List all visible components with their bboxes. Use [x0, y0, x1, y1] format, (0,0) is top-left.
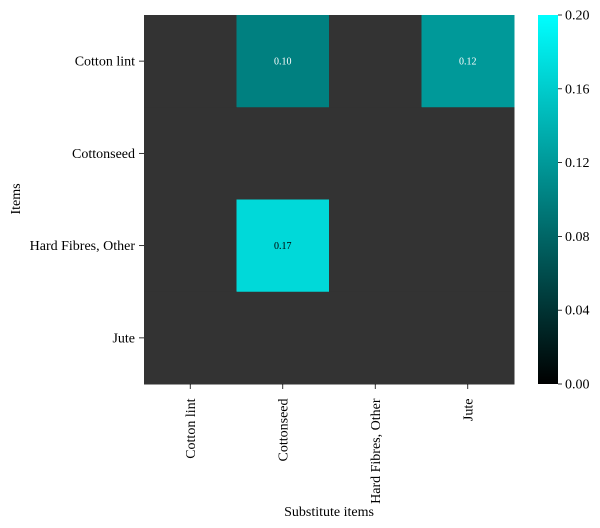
heatmap-cell: [236, 199, 330, 293]
colorbar-tick-label: 0.12: [565, 156, 590, 171]
y-tick-label: Cotton lint: [75, 55, 135, 70]
heatmap-cell: [421, 15, 515, 108]
x-tick-label: Cotton lint: [184, 398, 199, 458]
colorbar: 0.00 0.04 0.08 0.12 0.16 0.20: [538, 9, 590, 393]
cell-value-label: 0.17: [274, 241, 292, 252]
heatmap-cell-empty: [329, 291, 422, 385]
heatmap-cell-empty: [329, 15, 422, 108]
heatmap-cell-empty: [144, 199, 237, 293]
y-tick-label: Jute: [112, 331, 135, 346]
heatmap-cell-empty: [144, 107, 237, 200]
heatmap-cell-empty: [236, 107, 330, 200]
heatmap-cell-empty: [421, 107, 515, 200]
heatmap-cell-empty: [329, 107, 422, 200]
y-tick-label: Cottonseed: [72, 147, 135, 162]
y-axis: Cotton lint Cottonseed Hard Fibres, Other J…: [30, 55, 144, 346]
colorbar-tick-label: 0.16: [565, 82, 590, 97]
heatmap-cell-empty: [144, 291, 237, 385]
colorbar-tick-label: 0.00: [565, 378, 590, 393]
heatmap-cell-empty: [421, 199, 515, 293]
heatmap-cells: [144, 15, 515, 385]
cell-value-label: 0.12: [459, 57, 477, 68]
x-tick-label: Cottonseed: [276, 399, 291, 462]
x-axis-title: Substitute items: [284, 505, 374, 520]
y-axis-title: Items: [9, 183, 24, 214]
colorbar-tick-label: 0.08: [565, 230, 590, 245]
cell-value-label: 0.10: [274, 57, 292, 68]
heatmap-cell-empty: [329, 199, 422, 293]
heatmap-cell-empty: [144, 15, 237, 108]
x-tick-label: Jute: [461, 399, 476, 422]
heatmap-cell-labels: 0.10 0.12 0.17: [274, 57, 477, 253]
heatmap-cell-empty: [236, 291, 330, 385]
x-axis: Cotton lint Cottonseed Hard Fibres, Other J…: [184, 384, 476, 504]
heatmap-cell-empty: [421, 291, 515, 385]
colorbar-tick-label: 0.20: [565, 9, 590, 24]
colorbar-gradient: [538, 15, 558, 384]
y-tick-label: Hard Fibres, Other: [30, 239, 136, 254]
heatmap-cell: [236, 15, 330, 108]
colorbar-tick-label: 0.04: [565, 304, 590, 319]
x-tick-label: Hard Fibres, Other: [369, 398, 384, 504]
